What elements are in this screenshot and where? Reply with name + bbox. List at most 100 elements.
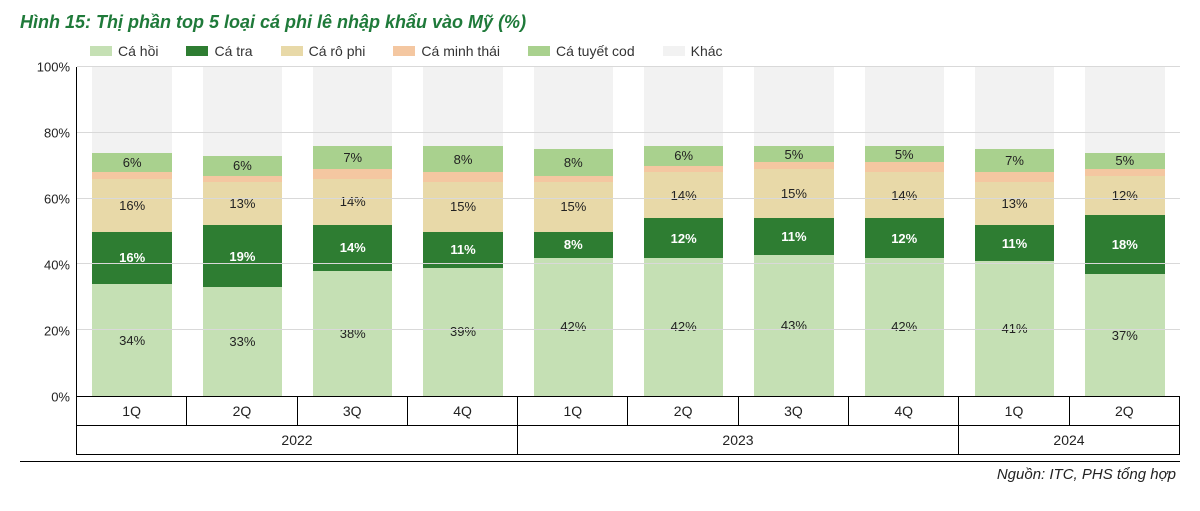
bar-segment-ca_tuyet_cod: 6% [644,146,723,166]
stacked-bar: 38%14%14%7% [313,67,392,396]
bar-segment-ca_tuyet_cod: 6% [92,153,171,173]
bar-segment-ca_ro_phi: 16% [92,179,171,232]
grid-line [77,132,1180,133]
bar-segment-ca_tra: 12% [644,218,723,257]
x-year-label: 2022 [77,426,518,455]
stacked-bar: 34%16%16%6% [92,67,171,396]
x-quarter-label: 3Q [298,397,408,426]
bar-segment-ca_minh_thai [534,176,613,183]
bar-segment-khac [644,67,723,146]
bar-slot: 34%16%16%6% [77,67,187,396]
bar-segment-ca_minh_thai [92,172,171,179]
x-quarter-label: 2Q [187,397,297,426]
bar-segment-khac [423,67,502,146]
legend-label: Cá tuyết cod [556,43,635,59]
bar-slot: 42%8%15%8% [518,67,628,396]
bar-segment-ca_tuyet_cod: 5% [1085,153,1164,169]
bar-segment-ca_ro_phi: 12% [1085,176,1164,215]
legend-item: Cá rô phi [281,43,366,59]
bar-segment-ca_minh_thai [975,172,1054,182]
bar-segment-ca_ro_phi: 14% [644,172,723,218]
legend-swatch [393,46,415,56]
stacked-bar: 42%12%14%6% [644,67,723,396]
legend-label: Cá rô phi [309,43,366,59]
bar-segment-khac [92,67,171,153]
legend-swatch [90,46,112,56]
x-quarter-label: 1Q [77,397,187,426]
legend-label: Cá hồi [118,43,158,59]
bar-segment-ca_hoi: 38% [313,271,392,396]
bar-slot: 38%14%14%7% [298,67,408,396]
legend-item: Khác [663,43,723,59]
x-quarter-label: 4Q [849,397,959,426]
bar-segment-ca_minh_thai [644,166,723,173]
legend-swatch [663,46,685,56]
y-tick-label: 0% [51,390,70,405]
legend-item: Cá hồi [90,43,158,59]
bar-segment-ca_tuyet_cod: 6% [203,156,282,176]
bar-segment-ca_ro_phi: 15% [754,169,833,218]
bar-segment-ca_ro_phi: 14% [313,179,392,225]
legend-label: Khác [691,43,723,59]
bar-segment-ca_tra: 18% [1085,215,1164,274]
stacked-bar: 42%8%15%8% [534,67,613,396]
bar-segment-ca_tuyet_cod: 5% [754,146,833,162]
bar-segment-ca_hoi: 33% [203,287,282,396]
stacked-bar: 37%18%12% 5% [1085,67,1164,396]
bar-slot: 33%19%13% 6% [187,67,297,396]
y-axis: 0%20%40%60%80%100% [20,67,76,397]
bar-segment-ca_ro_phi: 15% [534,182,613,231]
bar-slot: 42%12%14%6% [628,67,738,396]
grid-line [77,198,1180,199]
stacked-bar: 41%11%13%7% [975,67,1054,396]
y-tick-label: 20% [44,324,70,339]
legend-label: Cá tra [214,43,252,59]
bar-segment-khac [534,67,613,149]
bar-segment-ca_hoi: 42% [534,258,613,396]
x-year-label: 2023 [518,426,959,455]
bar-slot: 37%18%12% 5% [1070,67,1180,396]
y-tick-label: 40% [44,258,70,273]
stacked-bar: 42%12%14%5% [865,67,944,396]
y-tick-label: 60% [44,192,70,207]
y-tick-label: 100% [37,60,70,75]
legend-swatch [186,46,208,56]
bar-segment-ca_minh_thai [1085,169,1164,176]
grid-line [77,329,1180,330]
bar-segment-ca_tuyet_cod: 8% [423,146,502,172]
bar-segment-ca_hoi: 34% [92,284,171,396]
x-quarter-label: 2Q [1070,397,1180,426]
bar-segment-ca_tra: 12% [865,218,944,257]
bar-segment-ca_tra: 16% [92,232,171,285]
legend-swatch [281,46,303,56]
legend-item: Cá tra [186,43,252,59]
bar-segment-ca_hoi: 39% [423,268,502,396]
chart-source: Nguồn: ITC, PHS tổng hợp [20,461,1180,483]
bar-segment-ca_hoi: 37% [1085,274,1164,396]
bar-segment-ca_ro_phi: 13% [203,182,282,225]
bar-segment-ca_ro_phi: 13% [975,182,1054,225]
stacked-bar: 33%19%13% 6% [203,67,282,396]
stacked-bar: 39%11%15%8% [423,67,502,396]
bar-slot: 39%11%15%8% [408,67,518,396]
bar-slot: 41%11%13%7% [959,67,1069,396]
bar-segment-khac [975,67,1054,149]
legend-label: Cá minh thái [421,43,500,59]
bar-segment-ca_tra: 8% [534,232,613,258]
bar-segment-khac [203,67,282,156]
x-quarter-label: 4Q [408,397,518,426]
x-quarter-label: 3Q [739,397,849,426]
bar-segment-ca_tuyet_cod: 5% [865,146,944,162]
legend: Cá hồi Cá tra Cá rô phi Cá minh thái Cá tuyế… [20,43,1180,59]
grid-line [77,66,1180,67]
bar-segment-ca_minh_thai [865,162,944,172]
x-quarter-label: 2Q [628,397,738,426]
bar-segment-ca_tra: 19% [203,225,282,288]
bar-segment-ca_tra: 11% [423,232,502,268]
chart-area: 0%20%40%60%80%100% 34%16%16%6%33%19%13%6… [20,67,1180,397]
bar-segment-ca_minh_thai [754,162,833,169]
bar-segment-ca_ro_phi: 14% [865,172,944,218]
y-tick-label: 80% [44,126,70,141]
x-quarter-label: 1Q [959,397,1069,426]
bar-segment-khac [1085,67,1164,153]
